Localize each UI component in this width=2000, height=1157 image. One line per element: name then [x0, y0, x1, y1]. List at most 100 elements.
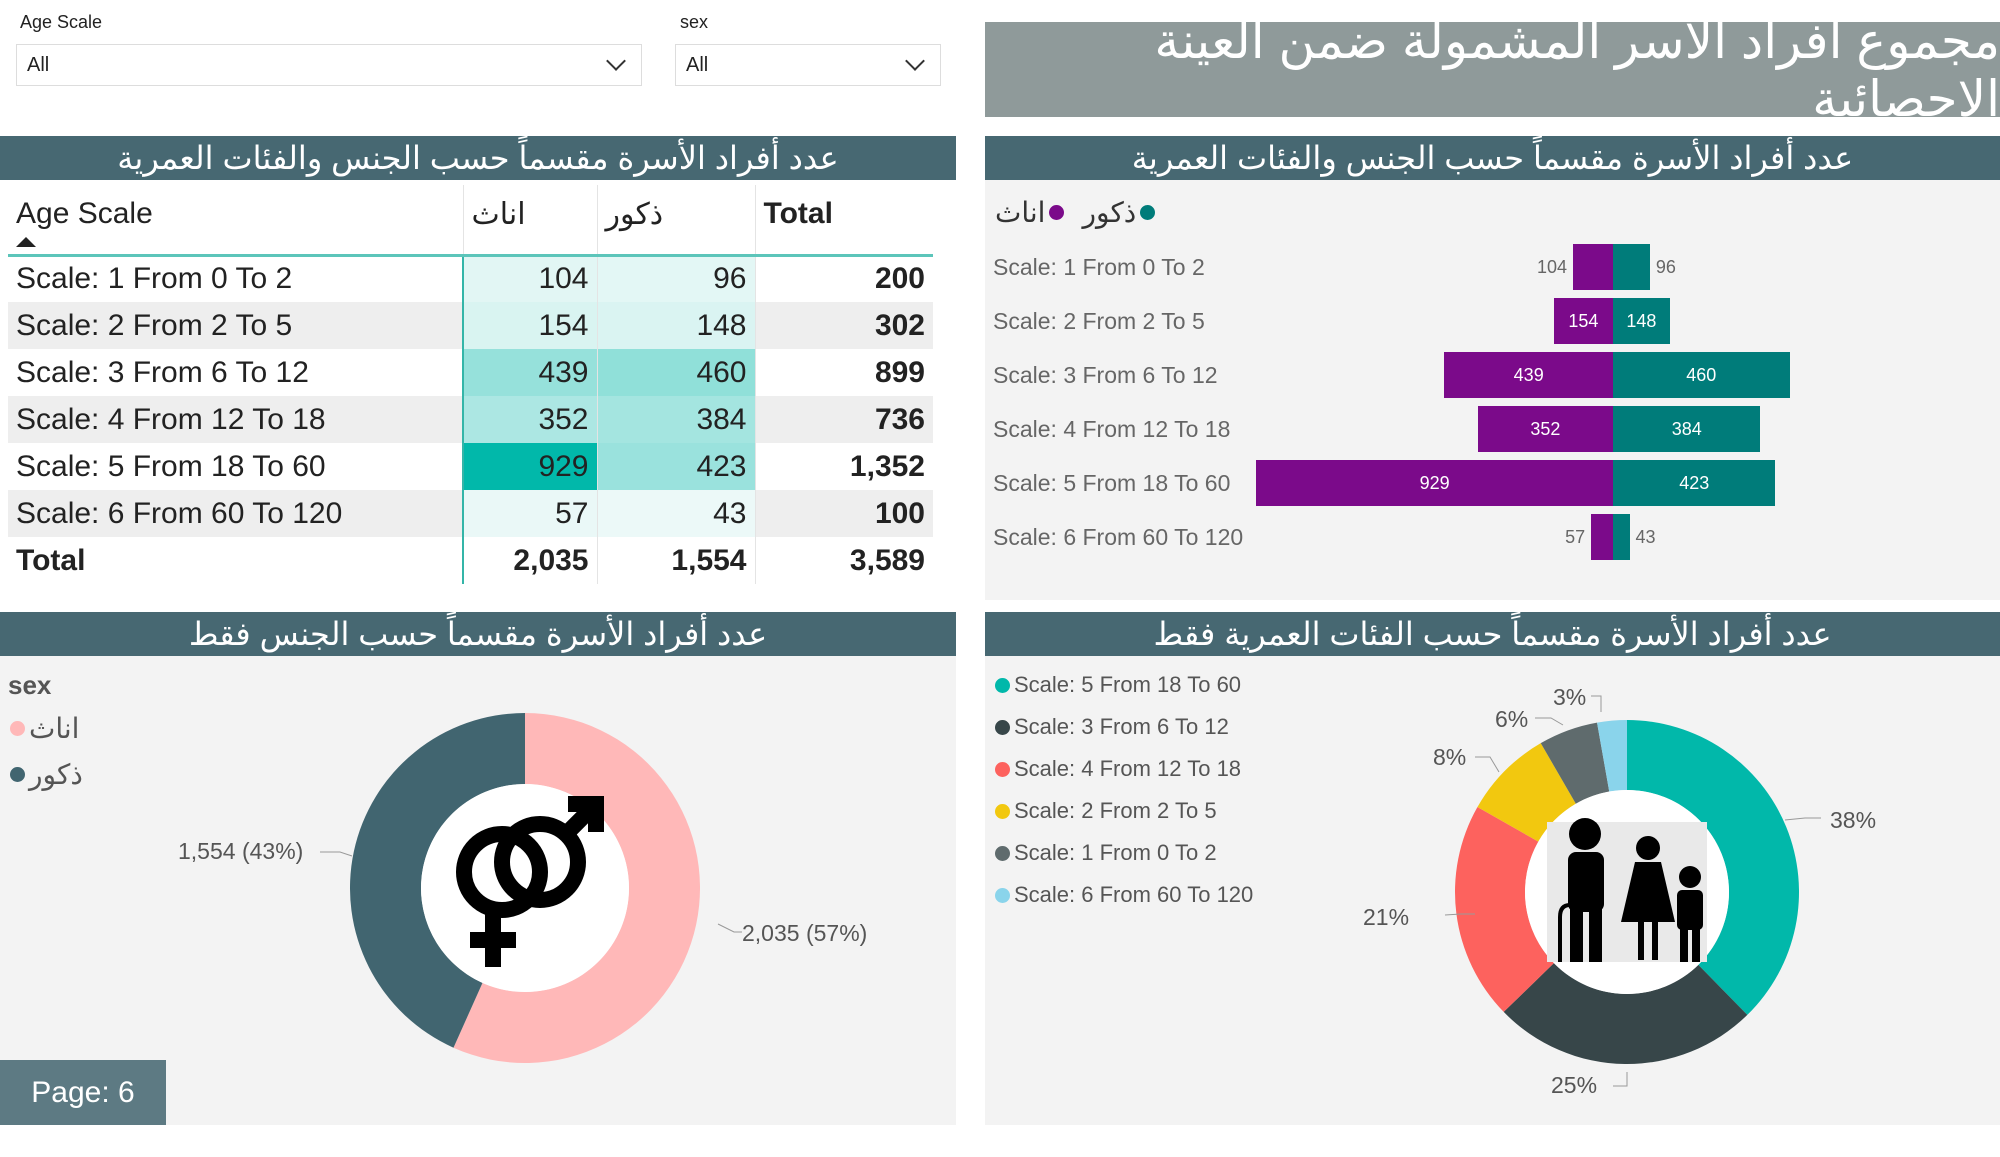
age-legend-item[interactable]: Scale: 5 From 18 To 60	[995, 672, 1241, 698]
legend-dot	[995, 719, 1010, 735]
data-label-6: 6%	[1495, 706, 1529, 732]
page-badge: Page: 6	[0, 1060, 166, 1125]
legend-male[interactable]: ذكور	[1082, 197, 1137, 228]
age-legend-item[interactable]: Scale: 1 From 0 To 2	[995, 840, 1217, 866]
bar-female[interactable]: 352	[1477, 406, 1613, 452]
age-donut-header: عدد أفراد الأسرة مقسماً حسب الفئات العمر…	[985, 612, 2000, 656]
legend-female[interactable]: اناث	[10, 712, 79, 745]
legend-dot	[995, 887, 1010, 903]
legend-dot-male	[1140, 205, 1156, 220]
bar-category-label: Scale: 3 From 6 To 12	[993, 362, 1218, 388]
legend-dot	[995, 677, 1010, 693]
table-row[interactable]: Scale: 2 From 2 To 5 154 148 302	[8, 302, 933, 349]
data-label-3: 3%	[1553, 684, 1587, 710]
bar-female[interactable]: 57	[1565, 514, 1613, 560]
bar-data-label: 352	[1530, 418, 1561, 439]
table-row[interactable]: Scale: 4 From 12 To 18 352 384 736	[8, 396, 933, 443]
bar-data-label: 104	[1537, 256, 1568, 277]
legend-dot	[995, 761, 1010, 777]
sex-slice[interactable]	[350, 713, 525, 1048]
legend-label: Scale: 5 From 18 To 60	[1014, 672, 1242, 697]
age-slice[interactable]	[1503, 963, 1748, 1064]
chevron-down-icon	[606, 51, 626, 71]
total-cell: 1,554	[596, 537, 755, 584]
age-slice[interactable]	[1455, 807, 1554, 1012]
female-cell: 352	[462, 396, 597, 443]
bar-male[interactable]: 384	[1613, 406, 1761, 452]
bar-data-label: 154	[1568, 310, 1599, 331]
bar-male[interactable]: 423	[1613, 460, 1776, 506]
bar-legend: ذكور اناث	[995, 196, 1156, 229]
total-cell: 1,352	[754, 443, 933, 490]
legend-male[interactable]: ذكور	[10, 758, 83, 791]
bar-female[interactable]: 929	[1256, 460, 1613, 506]
sex-dropdown[interactable]: All	[675, 44, 941, 86]
age-legend-item[interactable]: Scale: 6 From 60 To 120	[995, 882, 1253, 908]
table-row[interactable]: Scale: 3 From 6 To 12 439 460 899	[8, 349, 933, 396]
age-legend-item[interactable]: Scale: 2 From 2 To 5	[995, 798, 1217, 824]
legend-dot-female	[1049, 205, 1065, 220]
column-header-female[interactable]: اناث	[462, 185, 597, 255]
legend-label: Scale: 3 From 6 To 12	[1014, 714, 1229, 739]
family-icon	[1558, 818, 1703, 962]
legend-label: Scale: 4 From 12 To 18	[1014, 756, 1242, 781]
row-label: Scale: 1 From 0 To 2	[16, 262, 293, 296]
data-label-female: 2,035 (57%)	[742, 920, 868, 946]
total-cell: Total	[16, 543, 86, 577]
bar-female[interactable]: 104	[1537, 244, 1613, 290]
age-legend-item[interactable]: Scale: 3 From 6 To 12	[995, 714, 1229, 740]
bar-chart-panel: عدد أفراد الأسرة مقسماً حسب الجنس والفئا…	[985, 136, 2000, 600]
bar-data-label: 57	[1565, 526, 1586, 547]
bar-male[interactable]: 96	[1613, 244, 1676, 290]
bar-male[interactable]: 460	[1613, 352, 1790, 398]
bar-category-label: Scale: 4 From 12 To 18	[993, 416, 1231, 442]
age-scale-dropdown[interactable]: All	[16, 44, 642, 86]
bar-data-label: 423	[1679, 472, 1710, 493]
legend-dot	[995, 803, 1010, 819]
table-row[interactable]: Scale: 5 From 18 To 60 929 423 1,352	[8, 443, 933, 490]
total-row: Total 2,035 1,554 3,589	[8, 537, 933, 584]
data-label-21: 21%	[1363, 904, 1410, 930]
data-label-25: 25%	[1551, 1072, 1598, 1098]
male-cell: 423	[596, 443, 755, 490]
total-cell: 100	[754, 490, 933, 537]
legend-label: Scale: 1 From 0 To 2	[1014, 840, 1217, 865]
age-slice[interactable]	[1540, 722, 1610, 804]
bar-female[interactable]: 439	[1444, 352, 1613, 398]
bar-category-label: Scale: 1 From 0 To 2	[993, 254, 1205, 280]
bar-male[interactable]: 148	[1613, 298, 1670, 344]
female-cell: 929	[462, 443, 597, 490]
bar-data-label: 460	[1686, 364, 1717, 385]
bar-data-label: 43	[1635, 526, 1656, 547]
table-row[interactable]: Scale: 1 From 0 To 2 104 96 200	[8, 255, 933, 302]
age-slice[interactable]	[1627, 720, 1799, 1015]
male-cell: 43	[596, 490, 755, 537]
age-scale-value: All	[27, 53, 50, 76]
male-cell: 384	[596, 396, 755, 443]
total-cell: 200	[754, 255, 933, 302]
bar-male[interactable]: 43	[1613, 514, 1656, 560]
bar-female[interactable]: 154	[1553, 298, 1613, 344]
female-cell: 57	[462, 490, 597, 537]
bar-category-label: Scale: 5 From 18 To 60	[993, 470, 1231, 496]
sex-slice[interactable]	[453, 713, 700, 1063]
age-slice[interactable]	[1597, 720, 1627, 792]
table-row[interactable]: Scale: 6 From 60 To 120 57 43 100	[8, 490, 933, 537]
age-legend-item[interactable]: Scale: 4 From 12 To 18	[995, 756, 1241, 782]
bar-data-label: 384	[1671, 418, 1702, 439]
sex-donut-header: عدد أفراد الأسرة مقسماً حسب الجنس فقط	[0, 612, 956, 656]
legend-female[interactable]: اناث	[995, 197, 1046, 228]
column-header-age-scale[interactable]: Age Scale	[8, 185, 463, 255]
row-label: Scale: 4 From 12 To 18	[8, 396, 463, 443]
data-label-male: 1,554 (43%)	[178, 838, 304, 864]
column-header-total[interactable]: Total	[754, 185, 933, 255]
table-header: عدد أفراد الأسرة مقسماً حسب الجنس والفئا…	[0, 136, 956, 180]
sex-value: All	[686, 53, 709, 76]
female-cell: 439	[462, 349, 597, 396]
bar-data-label: 439	[1513, 364, 1544, 385]
female-cell: 154	[462, 302, 597, 349]
sort-ascending-icon	[16, 237, 36, 247]
age-slice[interactable]	[1477, 743, 1576, 842]
male-cell: 148	[596, 302, 755, 349]
column-header-male[interactable]: ذكور	[596, 185, 755, 255]
